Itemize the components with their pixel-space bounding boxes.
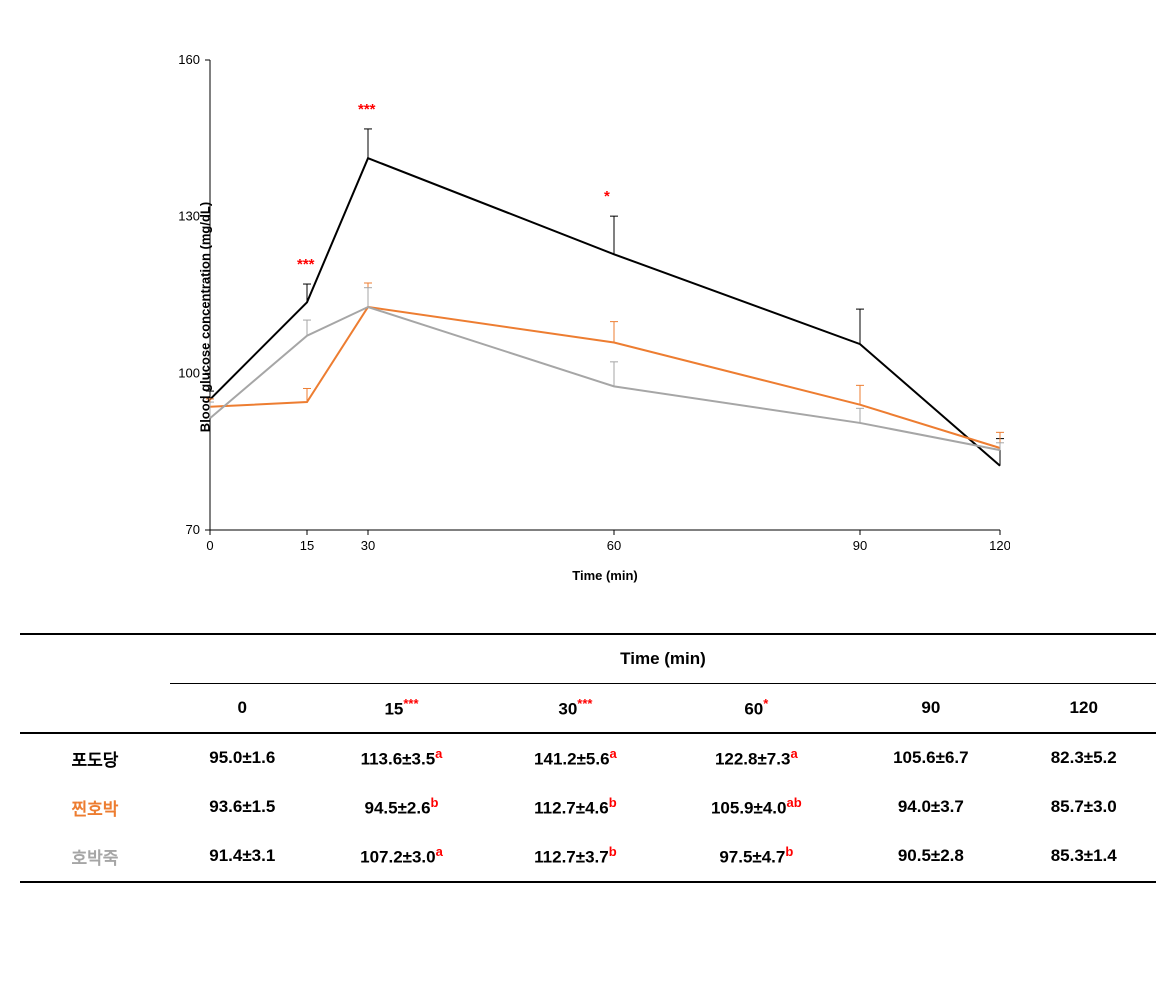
table-cell: 85.7±3.0 bbox=[1011, 783, 1156, 832]
table-cell: 82.3±5.2 bbox=[1011, 733, 1156, 783]
significance-marker: *** bbox=[297, 256, 315, 273]
x-axis-label: Time (min) bbox=[210, 568, 1000, 583]
svg-text:60: 60 bbox=[607, 538, 621, 553]
table-cell: 113.6±3.5a bbox=[315, 733, 489, 783]
table-column-header: 120 bbox=[1011, 684, 1156, 733]
table-cell: 105.6±6.7 bbox=[850, 733, 1011, 783]
table-column-header: 60* bbox=[662, 684, 850, 733]
table-cell: 90.5±2.8 bbox=[850, 832, 1011, 882]
y-axis-label: Blood glucose concentration (mg/dL) bbox=[198, 201, 213, 431]
table-column-header: 30*** bbox=[488, 684, 662, 733]
table-cell: 94.0±3.7 bbox=[850, 783, 1011, 832]
table-row-label: 찐호박 bbox=[20, 783, 170, 832]
table-cell: 122.8±7.3a bbox=[662, 733, 850, 783]
svg-text:0: 0 bbox=[206, 538, 213, 553]
table-cell: 105.9±4.0ab bbox=[662, 783, 850, 832]
svg-text:120: 120 bbox=[989, 538, 1010, 553]
svg-text:30: 30 bbox=[361, 538, 375, 553]
table-cell: 112.7±4.6b bbox=[488, 783, 662, 832]
table-cell: 94.5±2.6b bbox=[315, 783, 489, 832]
line-chart: 70100130160015306090120 bbox=[160, 50, 1010, 560]
significance-marker: * bbox=[604, 188, 610, 205]
table-column-header: 15*** bbox=[315, 684, 489, 733]
table-row: 찐호박93.6±1.594.5±2.6b112.7±4.6b105.9±4.0a… bbox=[20, 783, 1156, 832]
table-cell: 112.7±3.7b bbox=[488, 832, 662, 882]
table-cell: 107.2±3.0a bbox=[315, 832, 489, 882]
table-cell: 141.2±5.6a bbox=[488, 733, 662, 783]
table-row: 호박죽91.4±3.1107.2±3.0a112.7±3.7b97.5±4.7b… bbox=[20, 832, 1156, 882]
significance-marker: *** bbox=[358, 101, 376, 118]
table-cell: 93.6±1.5 bbox=[170, 783, 315, 832]
svg-text:90: 90 bbox=[853, 538, 867, 553]
table-column-header: 90 bbox=[850, 684, 1011, 733]
table-blank-header bbox=[20, 634, 170, 684]
table-row: 포도당95.0±1.6113.6±3.5a141.2±5.6a122.8±7.3… bbox=[20, 733, 1156, 783]
table-cell: 97.5±4.7b bbox=[662, 832, 850, 882]
svg-text:15: 15 bbox=[300, 538, 314, 553]
svg-text:70: 70 bbox=[186, 522, 200, 537]
table-cell: 85.3±1.4 bbox=[1011, 832, 1156, 882]
svg-text:160: 160 bbox=[178, 52, 200, 67]
table-header-title: Time (min) bbox=[170, 634, 1156, 684]
chart-container: Blood glucose concentration (mg/dL) 7010… bbox=[160, 50, 1156, 583]
table-cell: 91.4±3.1 bbox=[170, 832, 315, 882]
table-row-label: 포도당 bbox=[20, 733, 170, 783]
table-row-label: 호박죽 bbox=[20, 832, 170, 882]
table-cell: 95.0±1.6 bbox=[170, 733, 315, 783]
table-blank-header2 bbox=[20, 684, 170, 733]
table-column-header: 0 bbox=[170, 684, 315, 733]
data-table: Time (min) 015***30***60*90120 포도당95.0±1… bbox=[20, 633, 1156, 883]
